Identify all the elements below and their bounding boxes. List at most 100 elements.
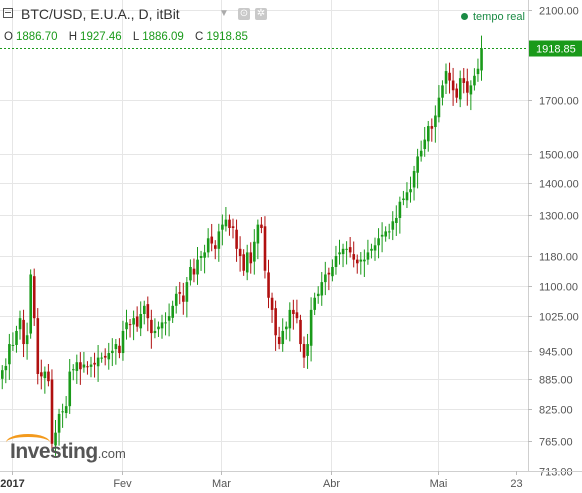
candle-body <box>103 355 107 358</box>
close-value: 1918.85 <box>206 31 248 43</box>
candle-body <box>57 413 61 433</box>
candle-body <box>462 78 466 83</box>
candle-body <box>199 255 203 258</box>
candle-body <box>196 259 199 275</box>
candle-body <box>217 231 221 249</box>
y-tick-label: 825.00 <box>539 405 573 417</box>
last-price-marker: 1918.85 <box>0 40 582 57</box>
candle-body <box>235 229 238 249</box>
chevron-down-icon[interactable]: ▼ <box>219 8 229 19</box>
candle-body <box>302 344 306 358</box>
candle-body <box>75 362 79 371</box>
candle-body <box>11 344 15 346</box>
y-axis: 2100.00 1700.00 1500.00 1400.00 1300.00 1180.… <box>528 0 579 479</box>
open-key: O <box>4 31 13 43</box>
candle-body <box>178 292 182 294</box>
candle-body <box>210 236 214 244</box>
candle-body <box>370 248 373 251</box>
candle-body <box>167 316 171 321</box>
candle-body <box>295 312 299 319</box>
candle-body <box>480 48 483 71</box>
logo-suffix: .com <box>97 446 126 461</box>
symbol-icon[interactable] <box>3 8 13 18</box>
candle-body <box>320 282 324 296</box>
candle-body <box>377 238 380 246</box>
candle-body <box>359 259 363 262</box>
chart-title[interactable]: BTC/USD, E.U.A., D, itBit <box>21 6 180 22</box>
chart-header: BTC/USD, E.U.A., D, itBit ▼ ⊙ ✲ O 1886.70… <box>0 0 582 44</box>
x-axis: 2017 Fev Mar Abr Mai 23 <box>0 471 582 490</box>
candle-body <box>412 171 416 188</box>
candle-body <box>22 319 25 345</box>
y-tick-label: 713.00 <box>539 467 573 479</box>
candle-body <box>253 241 256 262</box>
candle-body <box>249 252 253 264</box>
settings-icon[interactable]: ⊙ <box>238 8 250 20</box>
candle-body <box>150 319 153 334</box>
gear-icon[interactable]: ✲ <box>255 8 267 20</box>
candle-body <box>18 318 22 330</box>
x-tick-label: Fev <box>113 478 132 490</box>
candle-body <box>214 245 217 249</box>
candle-body <box>47 371 50 382</box>
candle-body <box>256 224 260 244</box>
candle-body <box>469 85 473 95</box>
candle-body <box>476 68 480 75</box>
candle-body <box>398 201 402 218</box>
high-key: H <box>68 31 78 43</box>
candle-body <box>363 259 366 262</box>
candle-body <box>118 345 121 354</box>
candle-body <box>185 282 189 302</box>
candle-body <box>437 97 441 118</box>
candle-body <box>416 156 419 173</box>
realtime-label: tempo real <box>473 11 525 23</box>
candle-body <box>100 357 103 359</box>
candle-body <box>473 75 476 86</box>
candle-body <box>107 353 111 360</box>
candle-body <box>182 295 185 302</box>
candle-body <box>402 198 405 201</box>
candle-body <box>206 238 210 253</box>
candle-body <box>242 254 245 271</box>
y-tick-label: 885.00 <box>539 375 573 387</box>
candle-body <box>316 293 320 297</box>
candle-body <box>384 231 387 237</box>
candle-body <box>174 293 178 306</box>
last-price-label: 1918.85 <box>536 44 576 56</box>
candle-body <box>288 309 292 329</box>
x-tick-label: Abr <box>323 478 340 490</box>
candle-body <box>263 226 267 271</box>
candle-body <box>395 217 398 223</box>
candle-body <box>238 248 242 256</box>
candle-body <box>427 126 430 142</box>
candle-body <box>114 344 118 350</box>
candle-body <box>292 309 295 315</box>
candle-body <box>132 318 135 325</box>
candle-body <box>135 316 139 327</box>
candle-body <box>29 274 32 334</box>
candle-body <box>306 344 309 356</box>
candle-body <box>128 324 132 326</box>
close-key: C <box>195 31 204 43</box>
y-tick-label: 1180.00 <box>539 252 578 264</box>
candle-body <box>327 272 331 275</box>
x-tick-label: 23 <box>510 478 522 490</box>
ohlc-readout: O 1886.70 H 1927.46 L 1886.09 C 1918.85 <box>4 31 256 43</box>
candle-body <box>89 364 93 367</box>
y-tick-label: 1100.00 <box>539 282 578 294</box>
low-key: L <box>132 31 140 43</box>
candle-body <box>36 318 40 374</box>
candle-body <box>274 308 277 336</box>
candle-body <box>171 305 174 318</box>
y-tick-label: 1400.00 <box>539 179 579 191</box>
candle-body <box>356 259 359 264</box>
y-tick-label: 1025.00 <box>539 312 579 324</box>
candle-body <box>405 192 409 201</box>
candle-body <box>157 326 160 330</box>
candle-body <box>299 319 302 345</box>
candle-body <box>111 350 114 354</box>
y-tick-label: 1700.00 <box>539 96 579 108</box>
candle-body <box>231 226 235 229</box>
candle-body <box>189 266 192 281</box>
